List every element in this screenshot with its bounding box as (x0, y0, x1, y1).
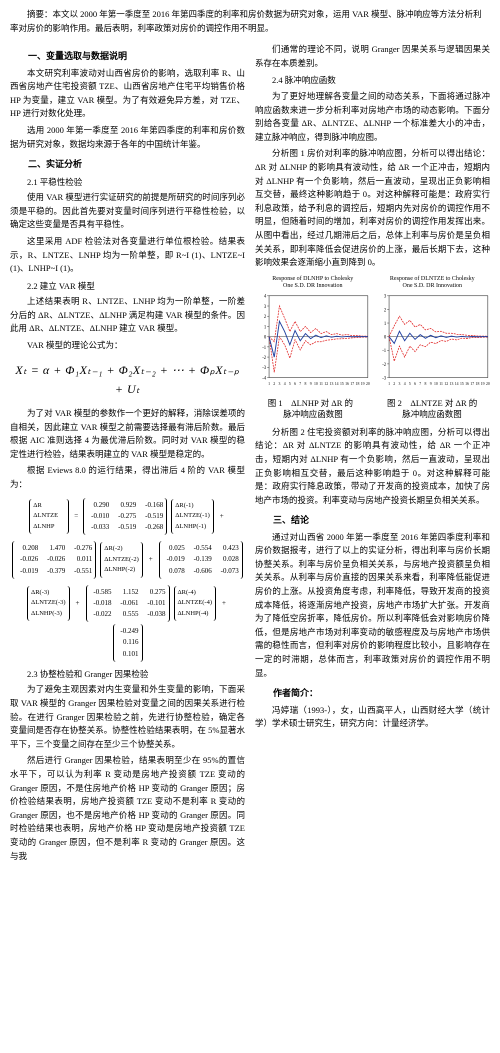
svg-text:11: 11 (439, 382, 443, 386)
svg-text:3: 3 (398, 382, 400, 386)
svg-text:0: 0 (264, 336, 267, 341)
svg-text:12: 12 (324, 382, 328, 386)
para: 本文研究利率波动对山西省房价的影响，选取利率 R、山西省房地产住宅投资额 TZE… (10, 67, 245, 121)
para: 为了更好地理解各变量之间的动态关系，下面将通过脉冲响应函数来进一步分析利率对房地… (255, 90, 490, 144)
var-formula: Xₜ = α + Φ₁Xₜ₋₁ + Φ₂Xₜ₋₂ + ⋯ + ΦₚXₜ₋ₚ + … (10, 361, 245, 399)
svg-text:-2: -2 (262, 356, 267, 361)
abstract: 摘要：本文以 2000 年第一季度至 2016 年第四季度的利率和房价数据为研究… (10, 8, 490, 35)
svg-text:-4: -4 (262, 376, 267, 381)
svg-text:10: 10 (433, 382, 437, 386)
svg-text:1: 1 (264, 325, 267, 330)
svg-text:8: 8 (304, 382, 306, 386)
svg-text:4: 4 (264, 295, 267, 300)
svg-text:17: 17 (350, 382, 354, 386)
subsection-2-4: 2.4 脉冲响应函数 (255, 74, 490, 88)
matrix-equation-1: ΔRΔLNTZEΔLNHP = 0.2900.929-0.168-0.010-0… (10, 498, 245, 536)
para: 上述结果表明 R、LNTZE、LNHP 均为一阶单整，一阶差分后的 ΔR、ΔLN… (10, 295, 245, 336)
svg-text:12: 12 (444, 382, 448, 386)
matrix-equation-2: 0.2081.470-0.276-0.026-0.0260.011-0.019-… (10, 541, 245, 579)
svg-text:7: 7 (299, 382, 301, 386)
svg-text:9: 9 (429, 382, 431, 386)
svg-text:5: 5 (408, 382, 410, 386)
chart-2-title: Response of DLNTZE to CholeskyOne S.D. D… (375, 276, 491, 290)
svg-text:18: 18 (475, 382, 479, 386)
left-column: 一、变量选取与数据说明 本文研究利率波动对山西省房价的影响，选取利率 R、山西省… (10, 43, 245, 866)
svg-text:15: 15 (459, 382, 463, 386)
svg-text:-1: -1 (262, 346, 267, 351)
chart-1: -4-3-2-101234123456789101112131415161718… (255, 292, 371, 387)
svg-text:-2: -2 (382, 363, 387, 368)
svg-text:5: 5 (289, 382, 291, 386)
svg-text:6: 6 (294, 382, 296, 386)
svg-text:-3: -3 (382, 376, 387, 381)
svg-text:17: 17 (470, 382, 474, 386)
svg-text:1: 1 (383, 322, 386, 327)
svg-text:7: 7 (419, 382, 421, 386)
svg-text:20: 20 (485, 382, 489, 386)
svg-text:15: 15 (340, 382, 344, 386)
svg-text:14: 14 (335, 382, 339, 386)
para: 为了避免主观因素对内生变量和外生变量的影响，下面采取 VAR 模型的 Grang… (10, 683, 245, 751)
svg-text:3: 3 (264, 305, 267, 310)
para: 为了对 VAR 模型的参数作一个更好的解释，消除误差项的自相关，因此建立 VAR… (10, 407, 245, 461)
subsection-2-3: 2.3 协整检验和 Granger 因果检验 (10, 668, 245, 682)
para: 们通常的理论不同，说明 Granger 因果关系与逻辑因果关系存在本质差别。 (255, 43, 490, 70)
chart-1-box: Response of DLNHP to CholeskyOne S.D. DR… (255, 276, 371, 392)
svg-text:8: 8 (424, 382, 426, 386)
svg-text:1: 1 (388, 382, 390, 386)
two-column-layout: 一、变量选取与数据说明 本文研究利率波动对山西省房价的影响，选取利率 R、山西省… (10, 43, 490, 866)
author-bio: 冯婷瑞（1993-），女，山西高平人，山西财经大学（统计学）学术硕士研究生，研究… (255, 704, 490, 731)
chart-1-title: Response of DLNHP to CholeskyOne S.D. DR… (255, 276, 371, 290)
svg-text:3: 3 (278, 382, 280, 386)
para: 使用 VAR 模型进行实证研究的前提是所研究的时间序列必须是平稳的。因此首先要对… (10, 191, 245, 232)
svg-text:19: 19 (361, 382, 365, 386)
subsection-2-1: 2.1 平稳性检验 (10, 176, 245, 190)
svg-text:1: 1 (268, 382, 270, 386)
para: 然后进行 Granger 因果检验，结果表明至少在 95%的置信水平下，可以认为… (10, 754, 245, 863)
svg-text:20: 20 (366, 382, 370, 386)
para: 选用 2000 年第一季度至 2016 年第四季度的利率和房价数据为研究对象，数… (10, 124, 245, 151)
svg-text:13: 13 (449, 382, 453, 386)
svg-text:13: 13 (330, 382, 334, 386)
svg-text:16: 16 (345, 382, 349, 386)
svg-text:6: 6 (414, 382, 416, 386)
svg-text:4: 4 (403, 382, 405, 386)
author-section-title: 作者简介： (255, 686, 490, 700)
svg-text:2: 2 (383, 308, 386, 313)
matrix-equation-3: ΔR(-3)ΔLNTZE(-3)ΔLNHP(-3) + -0.5851.1520… (10, 585, 245, 662)
right-column: 们通常的理论不同，说明 Granger 因果关系与逻辑因果关系存在本质差别。 2… (255, 43, 490, 866)
svg-text:16: 16 (465, 382, 469, 386)
section-1-title: 一、变量选取与数据说明 (10, 49, 245, 63)
impulse-response-charts: Response of DLNHP to CholeskyOne S.D. DR… (255, 276, 490, 392)
svg-text:11: 11 (319, 382, 323, 386)
svg-text:14: 14 (454, 382, 458, 386)
svg-text:10: 10 (314, 382, 318, 386)
chart-2: -3-2-10123123456789101112131415161718192… (375, 292, 491, 387)
svg-text:9: 9 (310, 382, 312, 386)
svg-text:-3: -3 (262, 366, 267, 371)
para: 这里采用 ADF 检验法对各变量进行单位根检验。结果表示，R、LNTZE、LNH… (10, 235, 245, 276)
figure-caption: 图 1 ΔLNHP 对 ΔR 的 图 2 ΔLNTZE 对 ΔR 的脉冲响应函数… (255, 398, 490, 420)
svg-text:2: 2 (393, 382, 395, 386)
svg-text:2: 2 (273, 382, 275, 386)
para: 分析图 1 房价对利率的脉冲响应图，分析可以得出结论：ΔR 对 ΔLNHP 的影… (255, 147, 490, 269)
svg-text:0: 0 (383, 336, 386, 341)
section-3-title: 三、结论 (255, 513, 490, 527)
chart-2-box: Response of DLNTZE to CholeskyOne S.D. D… (375, 276, 491, 392)
section-2-title: 二、实证分析 (10, 157, 245, 171)
para: 分析图 2 住宅投资额对利率的脉冲响应图，分析可以得出结论：ΔR 对 ΔLNTZ… (255, 426, 490, 508)
para: VAR 模型的理论公式为： (10, 339, 245, 353)
subsection-2-2: 2.2 建立 VAR 模型 (10, 280, 245, 294)
para: 通过对山西省 2000 年第一季度至 2016 年第四季度利率和房价数据报考，进… (255, 531, 490, 681)
para: 根据 Eviews 8.0 的运行结果，得出滞后 4 阶的 VAR 模型为： (10, 464, 245, 491)
svg-text:-1: -1 (382, 349, 387, 354)
svg-text:19: 19 (480, 382, 484, 386)
svg-text:4: 4 (284, 382, 286, 386)
svg-text:2: 2 (264, 315, 267, 320)
svg-text:18: 18 (356, 382, 360, 386)
svg-text:3: 3 (383, 295, 386, 300)
